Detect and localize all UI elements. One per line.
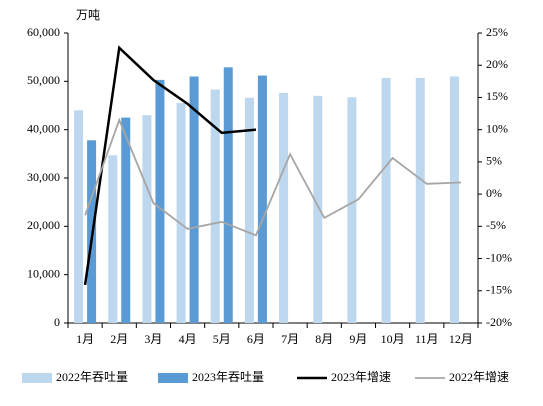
y2-tick-label: 0%: [486, 186, 502, 200]
bar: [155, 79, 165, 323]
y-tick-label: 60,000: [27, 25, 60, 39]
bar: [381, 77, 391, 323]
x-tick-label: 4月: [179, 332, 197, 346]
y-tick-label: 40,000: [27, 121, 60, 135]
y2-tick-label: -5%: [486, 218, 506, 232]
x-tick-label: 10月: [381, 332, 405, 346]
bar: [223, 67, 233, 323]
x-tick-label: 6月: [247, 332, 265, 346]
bar: [74, 110, 84, 323]
legend-label: 2022年吞吐量: [56, 370, 128, 384]
bar: [244, 97, 254, 324]
y2-tick-label: 10%: [486, 121, 508, 135]
bar: [121, 117, 131, 323]
x-tick-label: 11月: [415, 332, 439, 346]
y-tick-label: 0: [54, 315, 60, 329]
y-tick-label: 30,000: [27, 170, 60, 184]
y2-tick-label: -20%: [486, 315, 512, 329]
x-tick-label: 7月: [281, 332, 299, 346]
legend-label: 2023年增速: [331, 370, 391, 384]
bar: [108, 155, 118, 323]
bar: [415, 77, 425, 323]
y-tick-label: 20,000: [27, 218, 60, 232]
bar: [189, 76, 199, 323]
x-tick-label: 12月: [449, 332, 473, 346]
bar: [257, 75, 267, 324]
y2-tick-label: 5%: [486, 154, 502, 168]
y2-tick-label: 20%: [486, 57, 508, 71]
x-tick-label: 1月: [76, 332, 94, 346]
x-tick-label: 3月: [144, 332, 162, 346]
y2-tick-label: 15%: [486, 89, 508, 103]
y-unit: 万吨: [76, 8, 100, 22]
x-tick-label: 9月: [349, 332, 367, 346]
line: [84, 117, 461, 237]
bar: [210, 89, 220, 323]
legend-swatch: [158, 373, 188, 383]
y2-tick-label: 25%: [486, 25, 508, 39]
line: [83, 45, 257, 286]
x-tick-label: 2月: [110, 332, 128, 346]
y2-tick-label: -15%: [486, 283, 512, 297]
x-tick-label: 5月: [213, 332, 231, 346]
y-tick-label: 10,000: [27, 266, 60, 280]
legend-swatch: [22, 373, 52, 383]
legend-label: 2022年增速: [449, 370, 509, 384]
x-tick-label: 8月: [315, 332, 333, 346]
legend-label: 2023年吞吐量: [192, 370, 264, 384]
bar: [142, 115, 152, 324]
bar: [347, 97, 357, 324]
bar: [449, 76, 459, 323]
bar: [176, 103, 186, 323]
bar: [313, 95, 323, 323]
y-tick-label: 50,000: [27, 73, 60, 87]
bar: [279, 92, 289, 323]
y2-tick-label: -10%: [486, 250, 512, 264]
